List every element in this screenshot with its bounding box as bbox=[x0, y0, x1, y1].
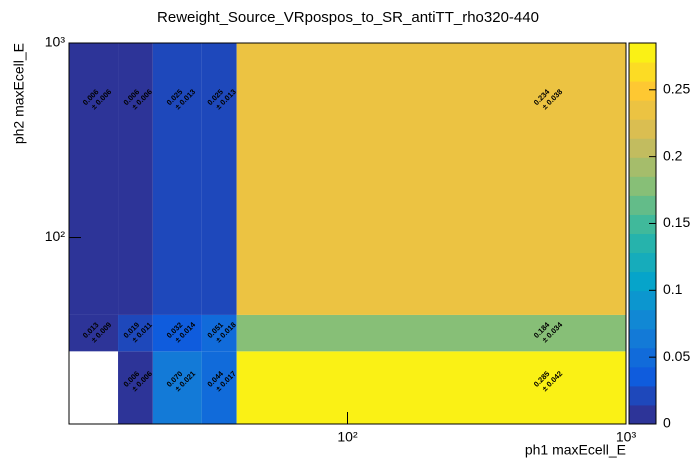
heatmap-cell bbox=[236, 43, 626, 315]
heatmap-cell bbox=[152, 351, 202, 424]
z-tick-label: 0.2 bbox=[663, 147, 683, 163]
colorbar-band bbox=[629, 328, 656, 349]
heatmap-cell bbox=[152, 43, 202, 315]
x-tick-label: 10² bbox=[337, 429, 358, 445]
colorbar-band bbox=[629, 214, 656, 234]
heatmap-cell bbox=[152, 314, 202, 352]
colorbar-band bbox=[629, 404, 656, 425]
colorbar-band bbox=[629, 385, 656, 406]
y-axis-title: ph2 maxEcell_E bbox=[11, 43, 27, 144]
colorbar-band bbox=[629, 100, 656, 120]
heatmap-cell bbox=[201, 43, 237, 315]
z-tick-label: 0.05 bbox=[663, 348, 690, 364]
colorbar-band bbox=[629, 290, 656, 311]
colorbar-band bbox=[629, 195, 656, 215]
x-tick-label: 10³ bbox=[616, 429, 637, 445]
heatmap-cell bbox=[118, 43, 153, 315]
colorbar-band bbox=[629, 43, 656, 63]
colorbar-band bbox=[629, 157, 656, 177]
colorbar-band bbox=[629, 309, 656, 330]
chart-title: Reweight_Source_VRpospos_to_SR_antiTT_rh… bbox=[157, 9, 539, 26]
colorbar-band bbox=[629, 252, 656, 273]
colorbar-band bbox=[629, 81, 656, 101]
colorbar-frame bbox=[628, 42, 657, 425]
colorbar-band bbox=[629, 62, 656, 82]
z-tick-label: 0.15 bbox=[663, 214, 690, 230]
heatmap-cell bbox=[201, 351, 237, 424]
heatmap-cell bbox=[201, 314, 237, 352]
heatmap-cell bbox=[118, 351, 153, 424]
heatmap-cell bbox=[236, 351, 626, 424]
heatmap-cell bbox=[236, 314, 626, 352]
colorbar-band bbox=[629, 119, 656, 139]
x-axis-title: ph1 maxEcell_E bbox=[525, 442, 626, 458]
heatmap-cell bbox=[69, 43, 119, 315]
y-tick-label: 10² bbox=[45, 228, 66, 244]
colorbar-band bbox=[629, 176, 656, 196]
heatmap-cell bbox=[69, 314, 119, 352]
colorbar-band bbox=[629, 271, 656, 292]
heatmap-cell bbox=[118, 314, 153, 352]
colorbar-band bbox=[629, 233, 656, 254]
z-tick-label: 0 bbox=[663, 415, 671, 431]
colorbar-band bbox=[629, 366, 656, 387]
z-tick-label: 0.25 bbox=[663, 80, 690, 96]
z-tick-label: 0.1 bbox=[663, 281, 683, 297]
colorbar-band bbox=[629, 138, 656, 158]
y-tick-label: 10³ bbox=[45, 34, 66, 50]
colorbar-band bbox=[629, 347, 656, 368]
